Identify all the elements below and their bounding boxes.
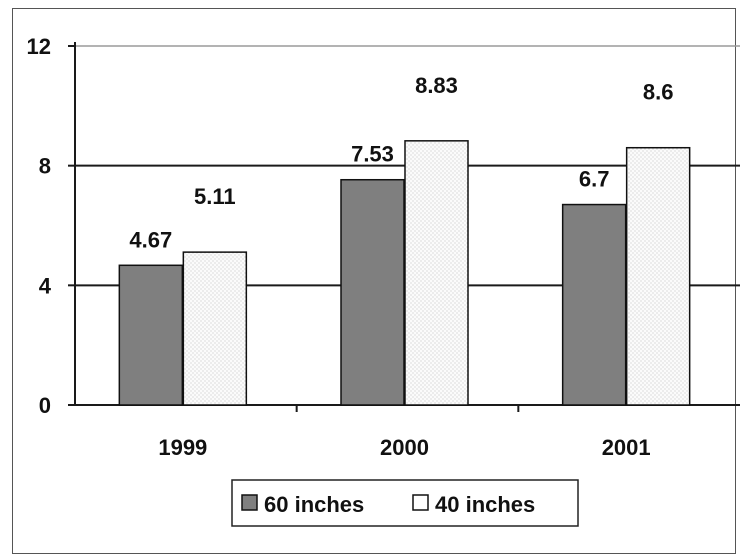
legend-swatch-40-inches [412,494,429,511]
data-labels: 4.67 5.11 7.53 8.83 6.7 8.6 [129,73,673,252]
data-label: 4.67 [129,227,172,252]
bar-1999-40-inches [182,251,248,406]
data-label: 7.53 [351,142,394,167]
axes: 0 4 8 12 1999 2000 2001 [27,34,740,460]
legend: 60 inches 40 inches [231,479,579,527]
bar-2001-60-inches [561,203,627,406]
ytick-label: 12 [27,34,51,59]
ytick-label: 4 [39,273,52,298]
data-label: 6.7 [579,167,610,192]
bar-1999-60-inches [118,264,184,406]
bars [118,140,691,406]
xtick-label: 2000 [380,435,429,460]
legend-label: 40 inches [435,492,535,517]
bar-2000-40-inches [404,140,469,406]
ytick-label: 0 [39,393,51,418]
legend-label: 60 inches [264,492,364,517]
xtick-label: 1999 [158,435,207,460]
legend-swatch-60-inches [241,494,258,511]
xtick-label: 2001 [602,435,651,460]
legend-box [231,479,579,527]
bar-2001-40-inches [625,146,691,406]
data-label: 8.83 [415,73,458,98]
ytick-label: 8 [39,154,51,179]
data-label: 8.6 [643,80,674,105]
bar-2000-60-inches [340,178,405,406]
data-label: 5.11 [194,184,236,209]
